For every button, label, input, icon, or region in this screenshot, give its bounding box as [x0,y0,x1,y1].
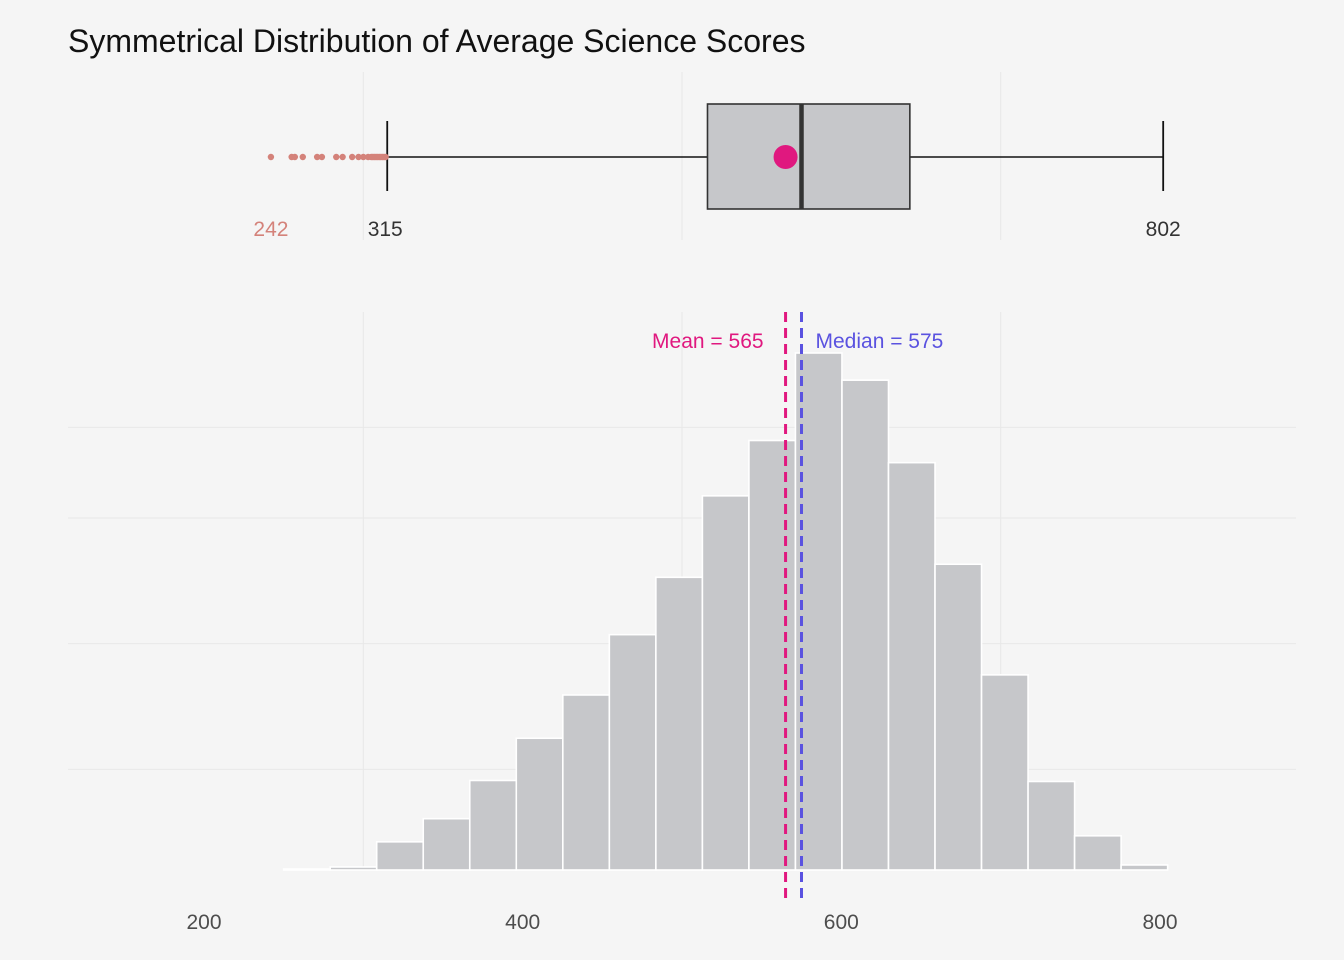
median-annotation: Median = 575 [816,330,944,353]
hist-bar-12 [841,379,890,871]
box-mean-point [773,145,798,169]
chart-title: Symmetrical Distribution of Average Scie… [68,23,806,59]
box-iqr [706,103,911,210]
outlier-point-21 [382,153,389,161]
x-tick-200: 200 [186,911,221,934]
mean-annotation: Mean = 565 [652,330,764,353]
hist-bar-10 [748,439,797,871]
boxplot-panel: 242 315 802 [253,72,1181,241]
hist-bar-5 [515,737,564,871]
whisker-low-label: 315 [368,218,403,241]
hist-bar-4 [468,779,518,871]
hist-bar-14 [934,563,983,871]
hist-bar-7 [608,633,657,871]
x-tick-400: 400 [505,911,540,934]
outlier-point-7 [339,153,346,161]
hist-bar-13 [887,461,936,871]
outlier-point-6 [333,153,340,161]
outlier-point-3 [299,153,306,161]
whisker-high-label: 802 [1146,218,1181,241]
hist-bar-15 [980,674,1029,871]
x-tick-600: 600 [824,911,859,934]
hist-bar-3 [422,817,471,871]
hist-bar-0 [282,868,331,871]
hist-bar-6 [562,694,611,871]
hist-bar-2 [375,841,425,871]
min-outlier-label: 242 [253,218,288,241]
x-tick-800: 800 [1142,911,1177,934]
hist-bar-16 [1027,780,1076,871]
hist-bar-17 [1073,835,1122,871]
hist-bar-18 [1120,864,1169,871]
hist-bar-1 [329,866,378,871]
outlier-point-10 [360,153,367,161]
outlier-point-9 [355,153,362,161]
outlier-point-4 [313,153,321,161]
hist-bar-8 [655,576,704,871]
outlier-point-5 [318,153,326,161]
outlier-point-0 [267,153,275,161]
hist-bar-9 [701,495,750,871]
outlier-point-2 [291,153,299,161]
histogram-panel: Mean = 565 Median = 575 200 400 600 800 [68,312,1296,934]
outlier-point-8 [348,153,356,161]
